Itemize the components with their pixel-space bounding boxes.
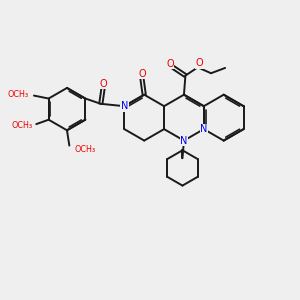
Text: N: N [121, 101, 128, 111]
Text: O: O [100, 79, 108, 89]
Text: N: N [121, 101, 128, 111]
Text: OCH₃: OCH₃ [11, 121, 32, 130]
Text: N: N [200, 124, 208, 134]
Text: O: O [138, 69, 146, 79]
Text: O: O [195, 58, 203, 68]
Text: OCH₃: OCH₃ [8, 90, 29, 99]
Text: N: N [200, 124, 208, 134]
Text: N: N [180, 136, 188, 146]
Text: O: O [166, 59, 174, 69]
Text: N: N [180, 136, 188, 146]
Text: OCH₃: OCH₃ [75, 145, 96, 154]
